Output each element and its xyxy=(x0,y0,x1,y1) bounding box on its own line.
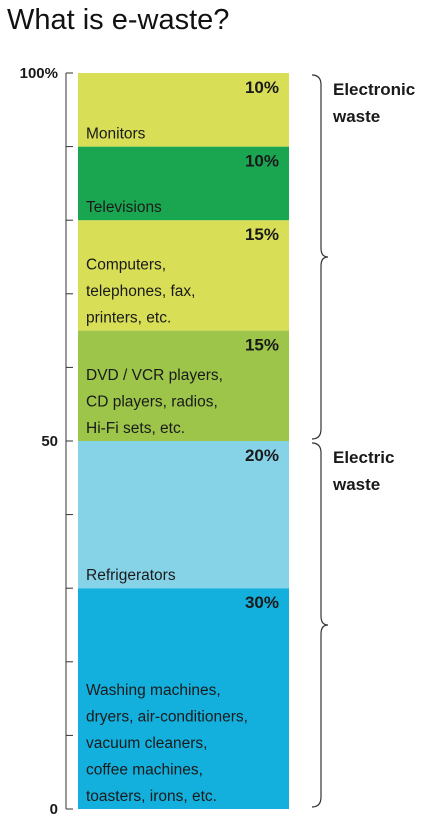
segment-percent-label: 20% xyxy=(245,446,279,465)
bar-segment xyxy=(78,441,289,589)
group-label: Electronic xyxy=(333,80,415,99)
y-tick-label: 100% xyxy=(20,65,58,82)
y-tick-label: 0 xyxy=(50,801,58,818)
segment-category-label: coffee machines, xyxy=(86,762,203,779)
bar-segment xyxy=(78,146,289,221)
segment-percent-label: 10% xyxy=(245,152,279,171)
segment-category-label: telephones, fax, xyxy=(86,283,195,300)
segment-percent-label: 15% xyxy=(245,336,279,355)
segment-category-label: DVD / VCR players, xyxy=(86,367,223,384)
group-brace xyxy=(311,74,329,440)
group-label: waste xyxy=(332,107,380,126)
segment-category-label: Refrigerators xyxy=(86,567,176,584)
segment-category-label: Hi-Fi sets, etc. xyxy=(86,420,185,437)
bar-segment xyxy=(78,588,289,809)
bar-segment xyxy=(78,73,289,147)
segment-percent-label: 30% xyxy=(245,593,279,612)
segment-category-label: CD players, radios, xyxy=(86,394,218,411)
segment-percent-label: 10% xyxy=(245,78,279,97)
bar-segment xyxy=(78,330,289,441)
segment-category-label: Monitors xyxy=(86,126,146,143)
segment-category-label: dryers, air-conditioners, xyxy=(86,709,248,726)
segment-category-label: Televisions xyxy=(86,199,162,216)
segment-percent-label: 15% xyxy=(245,225,279,244)
segment-category-label: toasters, irons, etc. xyxy=(86,788,217,805)
segment-category-label: vacuum cleaners, xyxy=(86,735,207,752)
page-title: What is e-waste? xyxy=(7,4,230,36)
y-tick-label: 50 xyxy=(41,433,58,450)
group-brace xyxy=(311,442,329,808)
group-label: Electric xyxy=(333,448,394,467)
segment-category-label: Computers, xyxy=(86,257,166,274)
segment-category-label: printers, etc. xyxy=(86,310,171,327)
bar-segment xyxy=(78,220,289,331)
segment-category-label: Washing machines, xyxy=(86,682,221,699)
group-label: waste xyxy=(332,475,380,494)
